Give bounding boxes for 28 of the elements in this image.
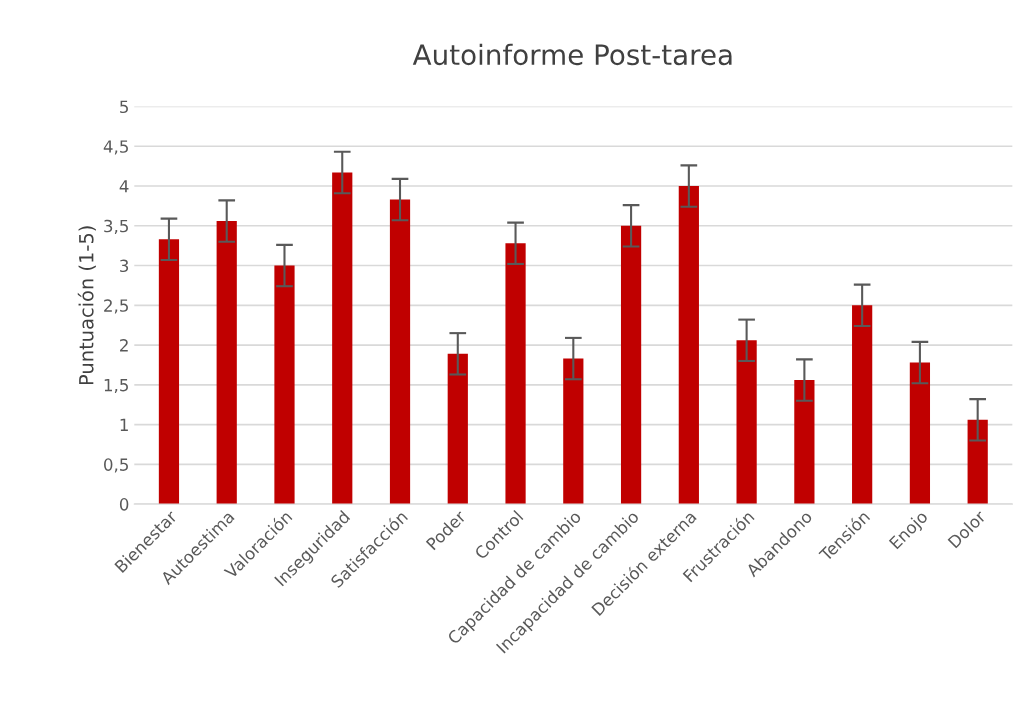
bar (794, 380, 815, 505)
bar (505, 243, 526, 505)
bar (158, 239, 180, 505)
bar (852, 305, 873, 505)
bar (620, 225, 642, 505)
y-tick-label: 0 (119, 498, 129, 511)
chart-title: Autoinforme Post-tarea (412, 43, 732, 66)
y-axis-title: Puntuación (1-5) (77, 226, 96, 385)
bar (736, 340, 757, 505)
y-tick-label: 2 (120, 339, 128, 352)
bar (563, 358, 584, 505)
y-tick-label: 4,5 (103, 140, 128, 155)
y-tick-label: 3,5 (104, 219, 128, 235)
y-tick-label: 3 (120, 259, 129, 273)
y-tick-label: 0,5 (104, 458, 128, 473)
y-tick-label: 5 (120, 100, 128, 114)
bar (216, 221, 237, 505)
y-tick-label: 1,5 (104, 379, 128, 394)
bar (909, 362, 931, 505)
bar (447, 353, 468, 505)
y-tick-label: 2,5 (104, 299, 128, 314)
bar (389, 199, 411, 505)
y-tick-label: 4 (119, 180, 129, 193)
bar (274, 265, 295, 505)
y-tick-label: 1 (120, 418, 128, 431)
bar (678, 186, 699, 505)
bar (967, 419, 988, 505)
bar (332, 172, 353, 505)
